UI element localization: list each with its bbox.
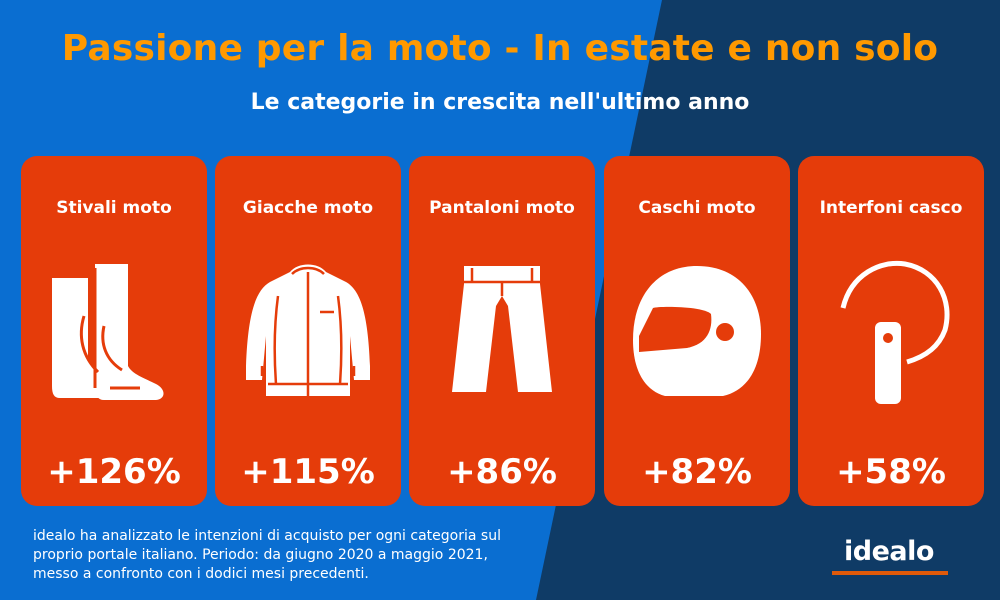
logo-wordmark: idealo [844, 536, 934, 567]
category-card-interfoni: Interfoni casco +58% [798, 156, 984, 506]
category-card-caschi: Caschi moto +82% [604, 156, 790, 506]
idealo-logo: idealo [826, 536, 952, 578]
pants-icon [452, 266, 552, 392]
page-subtitle: Le categorie in crescita nell'ultimo ann… [250, 90, 750, 115]
category-growth: +115% [241, 452, 375, 492]
page-title: Passione per la moto - In estate e non s… [61, 28, 939, 69]
category-growth: +58% [836, 452, 946, 492]
category-growth: +86% [447, 452, 557, 492]
category-growth: +82% [642, 452, 752, 492]
category-label: Pantaloni moto [429, 198, 575, 218]
intercom-icon [840, 260, 950, 404]
category-label: Caschi moto [638, 198, 756, 218]
boots-icon [52, 264, 164, 400]
category-card-stivali: Stivali moto +126% [21, 156, 207, 506]
logo-underline [832, 571, 948, 575]
category-growth: +126% [47, 452, 181, 492]
methodology-note: idealo ha analizzato le intenzioni di ac… [33, 528, 501, 582]
helmet-icon [633, 266, 761, 396]
jacket-icon [246, 264, 370, 396]
category-cards: Stivali moto +126% Giacche moto [21, 156, 985, 506]
category-card-pantaloni: Pantaloni moto +86% [409, 156, 595, 506]
category-label: Stivali moto [56, 198, 172, 218]
category-label: Giacche moto [242, 198, 374, 218]
category-card-giacche: Giacche moto +115% [215, 156, 401, 506]
category-label: Interfoni casco [819, 198, 963, 218]
